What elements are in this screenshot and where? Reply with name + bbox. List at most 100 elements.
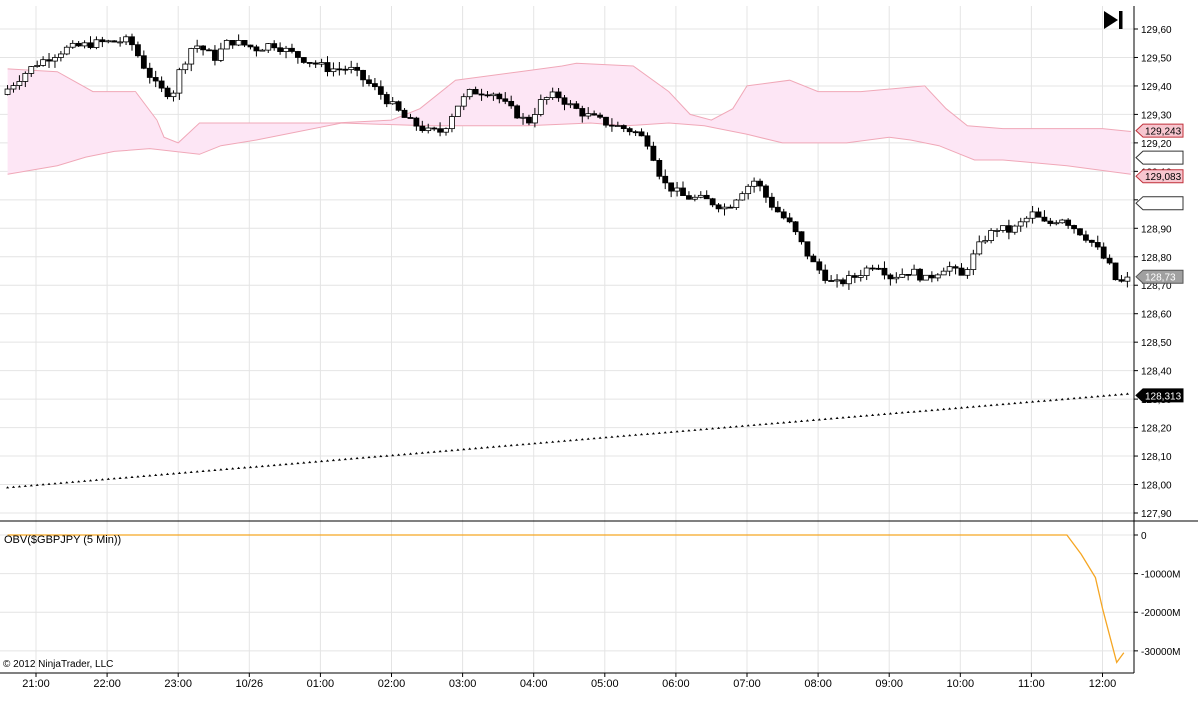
candle-body	[57, 53, 64, 58]
candle-body	[271, 43, 278, 49]
dotted-line-point	[497, 445, 501, 448]
candle-body	[1124, 276, 1131, 282]
candle-body	[69, 42, 76, 48]
candle	[757, 178, 763, 192]
candle	[223, 39, 230, 50]
candle-body	[917, 268, 923, 281]
candle-body	[798, 231, 805, 243]
candle	[662, 169, 669, 190]
candle	[490, 92, 497, 101]
candle	[840, 277, 846, 287]
dotted-line-point	[663, 431, 667, 434]
candle-body	[1083, 234, 1089, 241]
obv-tick-label: -30000M	[1141, 647, 1180, 658]
candle	[1118, 275, 1125, 283]
copyright-text: © 2012 NinjaTrader, LLC	[3, 659, 113, 670]
dotted-line-point	[71, 480, 75, 483]
dotted-line-point	[794, 420, 798, 423]
candle	[383, 91, 390, 108]
y-tick-label: 127,90	[1141, 509, 1172, 520]
candle-body	[531, 114, 538, 124]
candle-body	[111, 40, 118, 43]
dotted-line-point	[942, 407, 946, 411]
candle-body	[490, 93, 497, 97]
candle-body	[656, 160, 663, 177]
candle	[988, 228, 995, 244]
candle	[573, 101, 580, 110]
candle-body	[40, 59, 47, 66]
dotted-line-point	[574, 438, 578, 441]
dotted-line-point	[83, 479, 87, 482]
candle	[1065, 218, 1072, 229]
candle-body	[460, 96, 467, 107]
dotted-line-point	[746, 424, 750, 427]
candle	[289, 43, 295, 54]
candle	[1000, 225, 1006, 233]
candle-body	[709, 198, 716, 206]
dotted-line-point	[876, 413, 881, 416]
candle	[1083, 230, 1089, 243]
candle-body	[1094, 242, 1101, 248]
dotted-line-point	[1096, 395, 1100, 398]
candle-body	[354, 66, 361, 71]
obv-tick-label: -10000M	[1141, 570, 1180, 581]
dotted-line-point	[734, 425, 738, 428]
candle	[395, 100, 402, 112]
candle-body	[294, 51, 301, 58]
candle-body	[846, 275, 852, 285]
candle	[703, 190, 710, 200]
candle-body	[81, 42, 88, 47]
candle	[994, 228, 1000, 238]
candle	[668, 182, 675, 198]
candle	[10, 82, 17, 93]
dotted-line-point	[527, 442, 531, 445]
dotted-line-point	[711, 427, 715, 430]
candle	[555, 88, 562, 102]
candle	[324, 56, 331, 77]
candle	[822, 264, 829, 284]
dotted-line-point	[965, 405, 969, 409]
candle	[460, 93, 467, 111]
dotted-line-point	[391, 454, 395, 457]
candle	[75, 41, 82, 48]
dotted-line-point	[1108, 394, 1112, 397]
dotted-line-point	[918, 409, 922, 413]
candle	[294, 50, 301, 64]
dotted-line-point	[320, 459, 324, 463]
candle-body	[994, 230, 1000, 232]
candle-body	[905, 274, 912, 276]
candle	[745, 184, 752, 200]
dotted-line-point	[29, 484, 33, 487]
dotted-line-point	[397, 453, 401, 456]
candle	[502, 92, 509, 105]
candle	[680, 181, 686, 196]
candle	[561, 95, 568, 111]
candle	[431, 126, 438, 132]
candle	[549, 87, 556, 100]
skip-to-end-icon[interactable]	[1100, 8, 1126, 32]
dotted-line-point	[634, 433, 638, 436]
candle	[626, 126, 633, 136]
candle-body	[1041, 216, 1048, 222]
dotted-line-point	[562, 439, 567, 442]
candle-body	[567, 103, 574, 106]
candle-body	[123, 36, 129, 43]
dotted-line-point	[604, 436, 608, 439]
candle	[834, 274, 840, 288]
candle	[514, 104, 521, 119]
candle	[217, 42, 224, 63]
candle-body	[63, 46, 70, 55]
dotted-line-point	[1102, 394, 1106, 397]
candle-body	[176, 69, 183, 94]
obv-series-line	[7, 534, 1125, 664]
value-marker-label: 128,73	[1145, 273, 1176, 284]
candle	[354, 62, 361, 77]
candle	[603, 116, 609, 128]
candle-body	[443, 128, 449, 133]
x-tick-label: 11:00	[1018, 678, 1045, 690]
dotted-line-point	[1007, 402, 1011, 405]
candle-body	[561, 97, 568, 105]
candle	[111, 40, 118, 43]
dotted-line-point	[266, 464, 270, 467]
